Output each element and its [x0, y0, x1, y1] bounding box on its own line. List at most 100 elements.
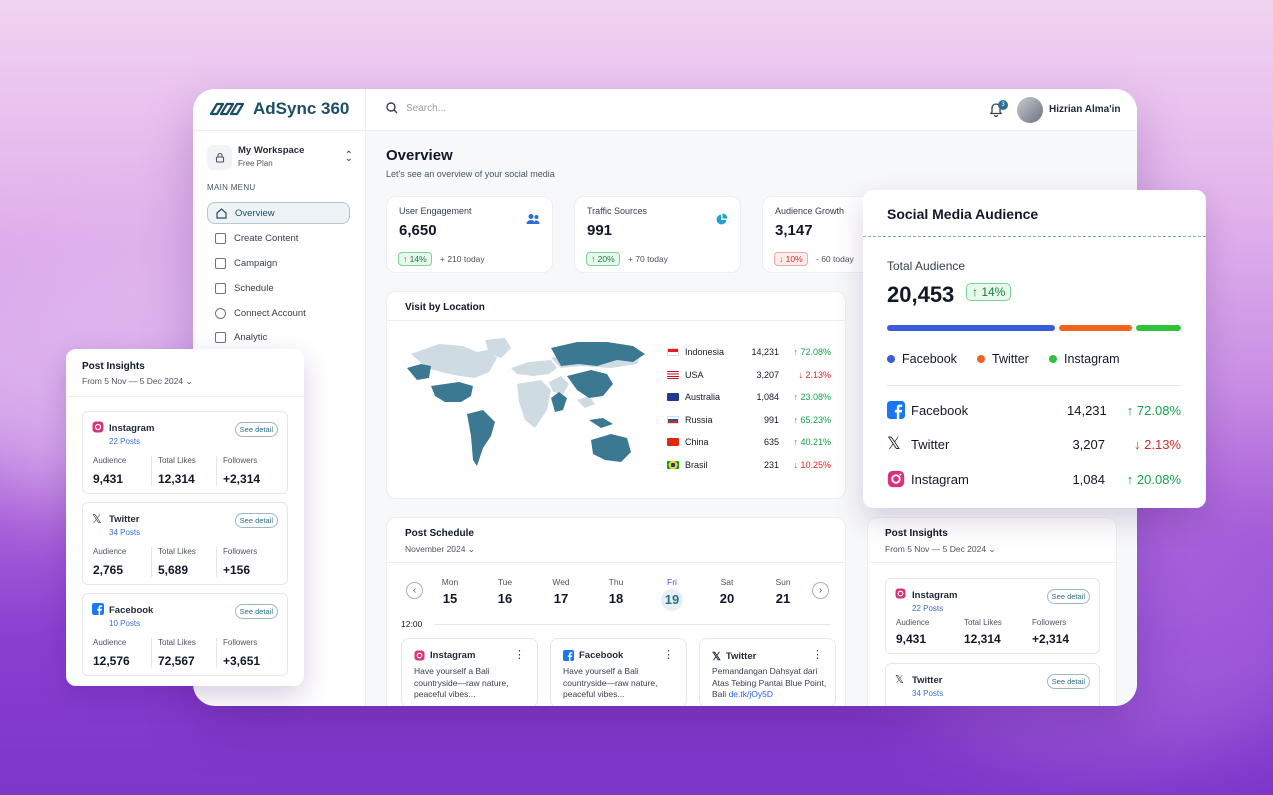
map-region-russia [551, 342, 645, 366]
see-detail-button[interactable]: See detail [234, 422, 278, 437]
stat-card-user-engagement[interactable]: User Engagement 6,650 ↑ 14% + 210 today [386, 196, 553, 273]
scheduled-post-twitter[interactable]: 𝕏 Twitter ⋮ Pemandangan Dahsyat dari Atas… [699, 638, 836, 706]
more-options-icon[interactable]: ⋮ [663, 649, 674, 661]
scheduled-post-facebook[interactable]: Facebook ⋮ Have yourself a Bali countrys… [550, 638, 687, 706]
day-name: Tue [497, 577, 513, 587]
audience-row-facebook[interactable]: Facebook 14,231 ↑ 72.08% [887, 401, 1181, 421]
see-detail-button[interactable]: See detail [234, 513, 278, 528]
stat-card-traffic-sources[interactable]: Traffic Sources 991 ↑ 20% + 70 today [574, 196, 741, 273]
brand-logo[interactable]: AdSync 360 [207, 99, 349, 119]
sidebar-item-overview[interactable]: Overview [207, 202, 350, 224]
day-sat[interactable]: Sat 20 [707, 577, 747, 606]
date-range-selector[interactable]: From 5 Nov — 5 Dec 2024 ⌄ [82, 376, 193, 387]
stat-value: 991 [587, 222, 613, 239]
date-range-selector[interactable]: From 5 Nov — 5 Dec 2024 ⌄ [885, 544, 996, 554]
sidebar-item-campaign[interactable]: Campaign [207, 252, 350, 274]
insight-row-twitter[interactable]: 𝕏 Twitter 34 Posts See detail [885, 663, 1100, 706]
col-label: Audience [93, 638, 127, 647]
day-fri-selected[interactable]: Fri 19 [652, 577, 692, 611]
stat-value: 3,147 [775, 222, 813, 239]
day-wed[interactable]: Wed 17 [541, 577, 581, 606]
document-icon [215, 232, 226, 244]
location-row-china[interactable]: China 635 ↑ 40.21% [667, 434, 832, 450]
stat-label: Traffic Sources [587, 206, 648, 216]
stat-change: ↓ 10% [774, 252, 808, 266]
legend-label: Twitter [992, 352, 1029, 366]
insight-audience: 2,765 [93, 563, 124, 577]
location-row-indonesia[interactable]: Indonesia 14,231 ↑ 72.08% [667, 344, 832, 360]
stat-value: 6,650 [399, 222, 437, 239]
brand-name: AdSync 360 [253, 99, 350, 118]
month-selector[interactable]: November 2024 ⌄ [405, 544, 475, 555]
home-icon [216, 207, 227, 219]
location-country: USA [685, 370, 704, 380]
card-title: Post Schedule [405, 528, 474, 539]
sidebar-item-schedule[interactable]: Schedule [207, 277, 350, 299]
more-options-icon[interactable]: ⋮ [812, 649, 823, 661]
location-change: ↑ 65.23% [793, 415, 831, 425]
stat-today: - 60 today [816, 254, 854, 264]
insight-row-twitter[interactable]: 𝕏 Twitter 34 Posts See detail Audience T… [82, 502, 288, 585]
day-tue[interactable]: Tue 16 [485, 577, 525, 606]
insight-row-instagram[interactable]: Instagram 22 Posts See detail Audience T… [885, 578, 1100, 654]
post-schedule-card: Post Schedule November 2024 ⌄ ‹ › Mon 15 … [386, 517, 847, 706]
workspace-switcher[interactable]: My Workspace Free Plan ⌃ ⌄ [207, 143, 353, 173]
see-detail-button[interactable]: See detail [1046, 589, 1090, 604]
insight-row-facebook[interactable]: Facebook 10 Posts See detail Audience To… [82, 593, 288, 676]
audience-row-instagram[interactable]: Instagram 1,084 ↑ 20.08% [887, 470, 1181, 490]
search-bar[interactable]: Search... [386, 102, 446, 114]
sidebar-item-analytic[interactable]: Analytic [207, 326, 350, 348]
post-link[interactable]: de.tk/jOy5D [728, 689, 773, 699]
sidebar-item-create-content[interactable]: Create Content [207, 227, 350, 249]
calendar-icon [215, 282, 226, 294]
see-detail-button[interactable]: See detail [234, 604, 278, 619]
location-row-russia[interactable]: Russia 991 ↑ 65.23% [667, 412, 832, 428]
insight-network: Instagram [912, 590, 958, 601]
audience-row-twitter[interactable]: 𝕏 Twitter 3,207 ↓ 2.13% [887, 434, 1181, 455]
post-insights-card-main: Post Insights From 5 Nov — 5 Dec 2024 ⌄ … [867, 517, 1118, 706]
instagram-icon [414, 650, 425, 661]
legend-facebook: Facebook [887, 352, 957, 366]
location-country: Brasil [685, 460, 708, 470]
post-network: Facebook [579, 650, 624, 661]
facebook-icon [887, 401, 905, 419]
stat-change: ↑ 20% [586, 252, 620, 266]
flag-indonesia-icon [667, 348, 679, 356]
post-text: Have yourself a Bali countryside—raw nat… [414, 666, 509, 699]
facebook-icon [92, 603, 104, 615]
sidebar-item-label: Campaign [234, 257, 278, 269]
day-mon[interactable]: Mon 15 [430, 577, 470, 606]
col-label: Total Likes [158, 547, 196, 556]
day-thu[interactable]: Thu 18 [596, 577, 636, 606]
prev-week-button[interactable]: ‹ [406, 582, 423, 599]
day-date: 19 [661, 589, 683, 611]
location-row-brasil[interactable]: Brasil 231 ↓ 10.25% [667, 457, 832, 473]
insight-likes: 12,314 [158, 472, 195, 486]
day-date: 17 [553, 591, 569, 606]
card-title: Visit by Location [405, 302, 485, 313]
day-name: Sun [775, 577, 791, 587]
map-region-china [567, 370, 613, 398]
sidebar-item-label: Analytic [234, 331, 268, 343]
world-map[interactable] [401, 332, 651, 482]
see-detail-button[interactable]: See detail [1046, 674, 1090, 689]
avatar[interactable] [1017, 97, 1043, 123]
sidebar-item-connect-account[interactable]: Connect Account [207, 302, 350, 324]
scheduled-post-instagram[interactable]: Instagram ⋮ Have yourself a Bali country… [401, 638, 538, 706]
main-menu-heading: MAIN MENU [207, 183, 256, 192]
col-label: Audience [896, 618, 930, 627]
x-twitter-icon: 𝕏 [712, 651, 721, 663]
stat-today: + 210 today [440, 254, 485, 264]
lock-icon [207, 145, 232, 170]
more-options-icon[interactable]: ⋮ [514, 649, 525, 661]
location-row-australia[interactable]: Australia 1,084 ↑ 23.08% [667, 389, 832, 405]
user-name[interactable]: Hizrian Alma'in [1049, 104, 1121, 115]
insight-network: Facebook [109, 605, 154, 616]
day-date: 20 [719, 591, 735, 606]
stat-label: User Engagement [399, 206, 472, 216]
day-sun[interactable]: Sun 21 [763, 577, 803, 606]
search-input[interactable]: Search... [406, 102, 447, 114]
location-row-usa[interactable]: USA 3,207 ↓ 2.13% [667, 367, 832, 383]
insight-row-instagram[interactable]: Instagram 22 Posts See detail Audience T… [82, 411, 288, 494]
next-week-button[interactable]: › [812, 582, 829, 599]
